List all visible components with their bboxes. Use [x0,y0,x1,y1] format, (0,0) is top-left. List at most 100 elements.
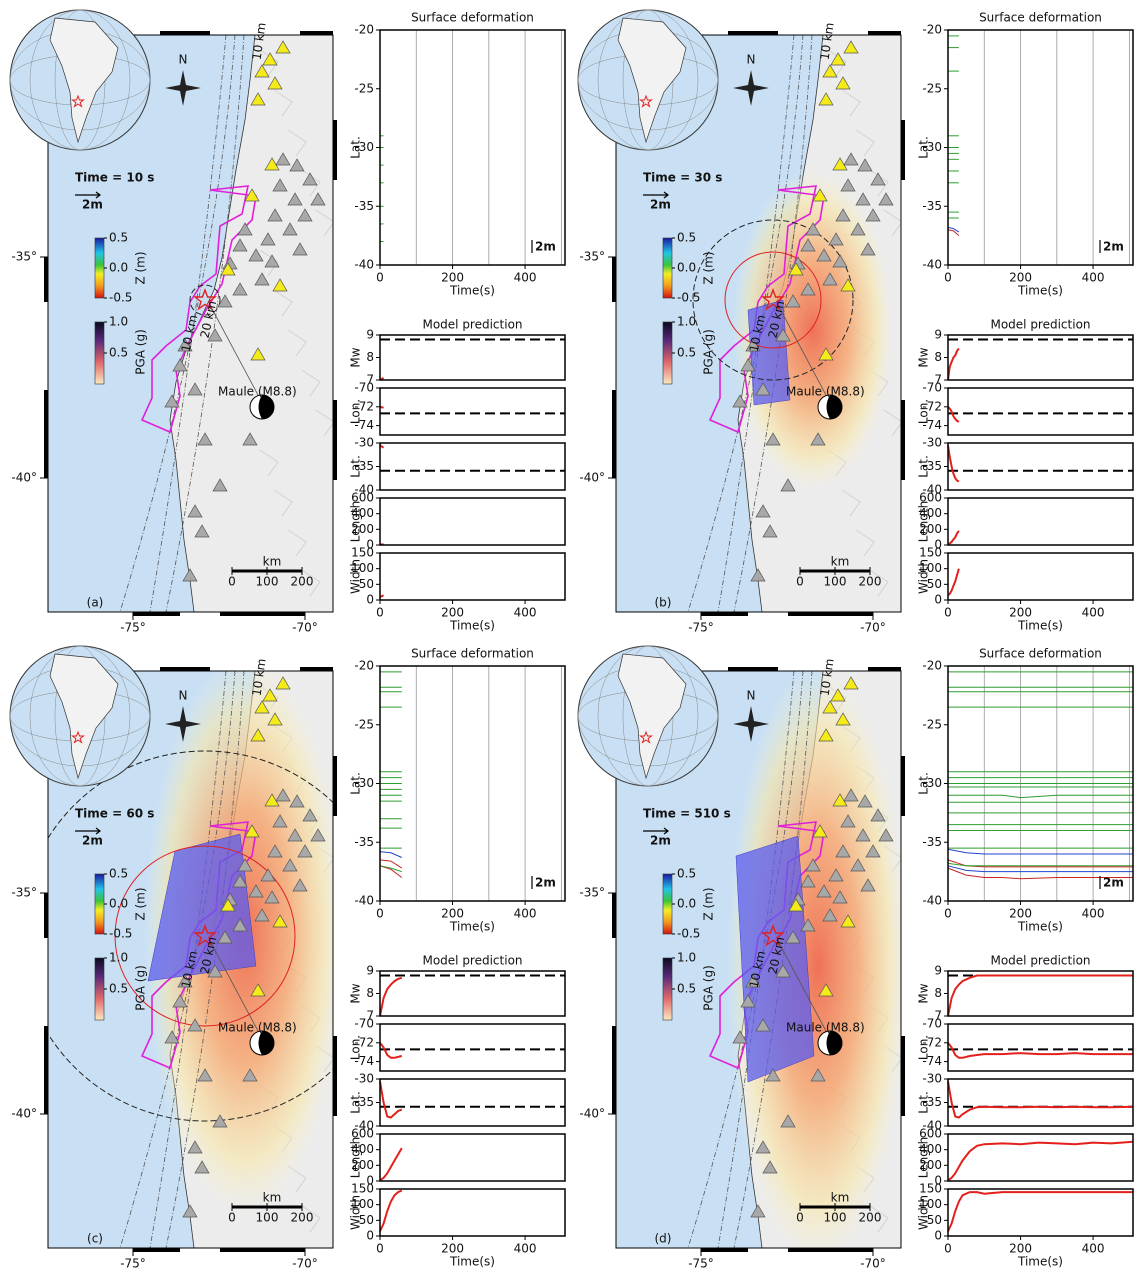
frame-bar [788,612,873,616]
x-tick-label: 400 [514,1242,537,1256]
frame-bar [728,31,778,35]
arrow-label: 2m [82,198,103,212]
x-axis-label: Time(s) [1017,1255,1063,1269]
pga-colorbar [95,322,104,384]
pga-colorbar [95,958,104,1020]
z-colorbar [95,874,104,934]
z-tick-label: 0.5 [109,867,128,881]
lon-tick-label: -75° [688,1257,714,1271]
chart-title: Model prediction [990,954,1090,968]
z-tick-label: -0.5 [109,927,132,941]
frame-bar [612,1026,616,1114]
y-axis-label: Length [349,1137,363,1178]
pga-tick-label: 1.0 [109,315,128,329]
z-axis-label: Z (m) [702,251,716,284]
y-axis-label: Length [917,501,931,542]
km-tick-label: 100 [256,1211,279,1225]
plot-bg [948,443,1133,490]
panel-label: (d) [655,1232,672,1246]
pga-tick-label: 0.5 [677,346,696,360]
pga-tick-label: 0.5 [677,982,696,996]
z-tick-label: -0.5 [677,927,700,941]
lat-tick-label: -35° [579,250,605,264]
frame-bar [160,667,210,671]
chart-title: Surface deformation [411,11,534,25]
pga-tick-label: 0.5 [109,346,128,360]
x-tick-label: 400 [1082,1242,1105,1256]
y-tick-label: -40 [922,894,942,908]
pga-axis-label: PGA (g) [134,965,148,1011]
z-colorbar [95,238,104,298]
compass-north: N [747,53,756,67]
frame-bar [901,1036,905,1116]
time-label: Time = 30 s [643,171,722,185]
y-tick-label: -40 [354,894,374,908]
lon-tick-label: -75° [120,621,146,635]
plot-bg [380,553,565,600]
frame-bar [300,667,333,671]
frame-bar [44,390,48,478]
plot-bg [948,1189,1133,1236]
lon-tick-label: -70° [860,621,886,635]
pga-tick-label: 1.0 [677,951,696,965]
km-tick-label: 100 [824,575,847,589]
x-tick-label: 400 [514,606,537,620]
y-tick-label: 9 [934,328,942,342]
page: NTime = 10 s2m0.50.0-0.5Z (m)1.00.5PGA (… [0,0,1138,1274]
plot-bg [380,30,565,265]
x-tick-label: 200 [1009,907,1032,921]
z-tick-label: 0.5 [677,867,696,881]
z-axis-label: Z (m) [134,251,148,284]
compass-north: N [747,689,756,703]
y-axis-label: Width [917,559,931,594]
time-label: Time = 10 s [75,171,154,185]
plot-bg [948,498,1133,545]
y-tick-label: -25 [354,717,374,731]
z-tick-label: -0.5 [677,291,700,305]
km-tick-label: 0 [228,1211,236,1225]
y-axis-label: Lon. [917,399,931,424]
frame-bar [333,400,337,480]
x-tick-label: 200 [441,271,464,285]
plot-bg [380,971,565,1016]
lon-tick-label: -70° [860,1257,886,1271]
lat-tick-label: -40° [11,1107,37,1121]
frame-bar [44,257,48,302]
y-tick-label: -30 [354,1072,374,1086]
plot-bg [380,498,565,545]
frame-bar [868,31,901,35]
y-axis-label: Lat. [917,772,931,795]
km-label: km [831,555,850,569]
x-axis-label: Time(s) [449,920,495,934]
km-tick-label: 100 [824,1211,847,1225]
y-tick-label: -70 [922,381,942,395]
y-tick-label: 0 [934,1229,942,1243]
km-label: km [831,1191,850,1205]
x-axis-label: Time(s) [1017,920,1063,934]
lat-tick-label: -35° [579,886,605,900]
x-tick-label: 0 [376,1242,384,1256]
km-tick-label: 200 [291,575,314,589]
event-label: Maule (M8.8) [218,385,297,399]
km-tick-label: 0 [796,1211,804,1225]
frame-bar [612,257,616,302]
y-axis-label: Lat. [349,1091,363,1114]
plot-bg [948,30,1133,265]
x-tick-label: 200 [441,1242,464,1256]
z-tick-label: 0.0 [677,261,696,275]
lat-tick-label: -35° [11,886,37,900]
frame-bar [333,1036,337,1116]
pga-axis-label: PGA (g) [134,329,148,375]
z-tick-label: -0.5 [109,291,132,305]
frame-bar [901,400,905,480]
y-tick-label: 0 [934,593,942,607]
y-axis-label: Mw [349,983,363,1003]
z-colorbar [663,874,672,934]
pga-colorbar [663,958,672,1020]
y-tick-label: 150 [919,546,942,560]
chart-title: Model prediction [422,318,522,332]
y-axis-label: Lon. [349,399,363,424]
scale-bar-label: 2m [1103,876,1124,890]
y-tick-label: 8 [366,350,374,364]
